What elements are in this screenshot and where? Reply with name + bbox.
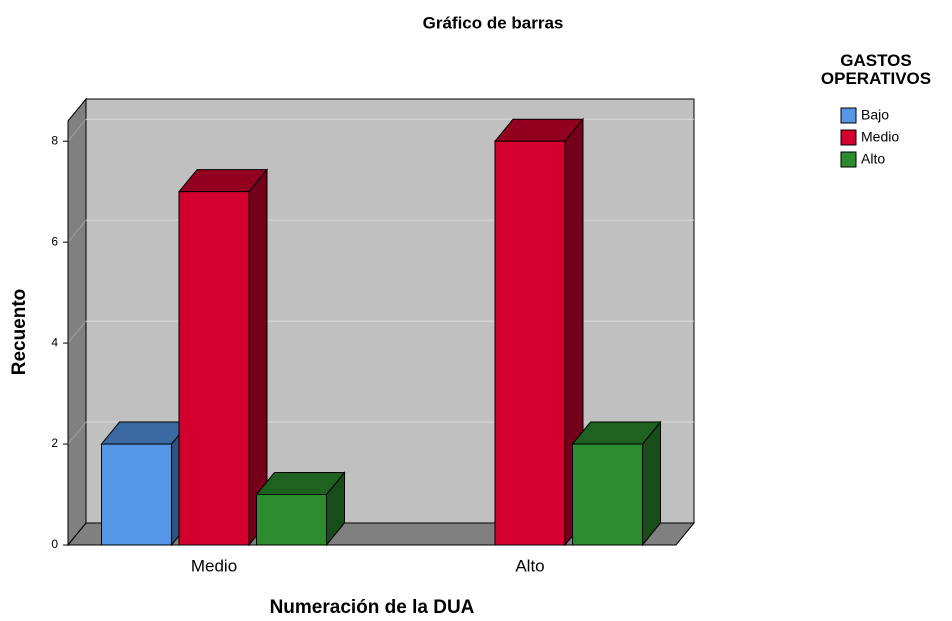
- legend-label: Medio: [861, 129, 899, 145]
- legend-swatch: [840, 129, 857, 146]
- chart-title: Gráfico de barras: [423, 13, 564, 32]
- bar: [494, 140, 566, 546]
- grid-line: [67, 118, 87, 142]
- x-axis-label: Numeración de la DUA: [270, 597, 475, 618]
- x-tick-label: Medio: [191, 556, 237, 575]
- left-wall: [67, 97, 87, 547]
- legend-label: Alto: [861, 151, 885, 167]
- legend-label: Bajo: [861, 107, 889, 123]
- y-tick-label: 4: [51, 335, 58, 349]
- grid-line: [67, 219, 87, 243]
- y-tick-label: 6: [51, 234, 58, 248]
- bar: [572, 443, 643, 546]
- grid-line: [67, 320, 87, 344]
- bar: [101, 443, 172, 546]
- legend-swatch: [840, 151, 857, 168]
- legend-title: GASTOS OPERATIVOS: [820, 51, 932, 88]
- bar: [256, 494, 327, 546]
- y-tick-label: 2: [51, 436, 58, 450]
- grid-line: [67, 421, 87, 445]
- legend-swatch: [840, 107, 857, 124]
- y-tick-label: 8: [51, 133, 58, 147]
- x-tick-label: Alto: [515, 556, 544, 575]
- bar: [178, 191, 250, 546]
- y-tick-label: 0: [51, 537, 58, 551]
- y-axis-label: Recuento: [9, 289, 30, 376]
